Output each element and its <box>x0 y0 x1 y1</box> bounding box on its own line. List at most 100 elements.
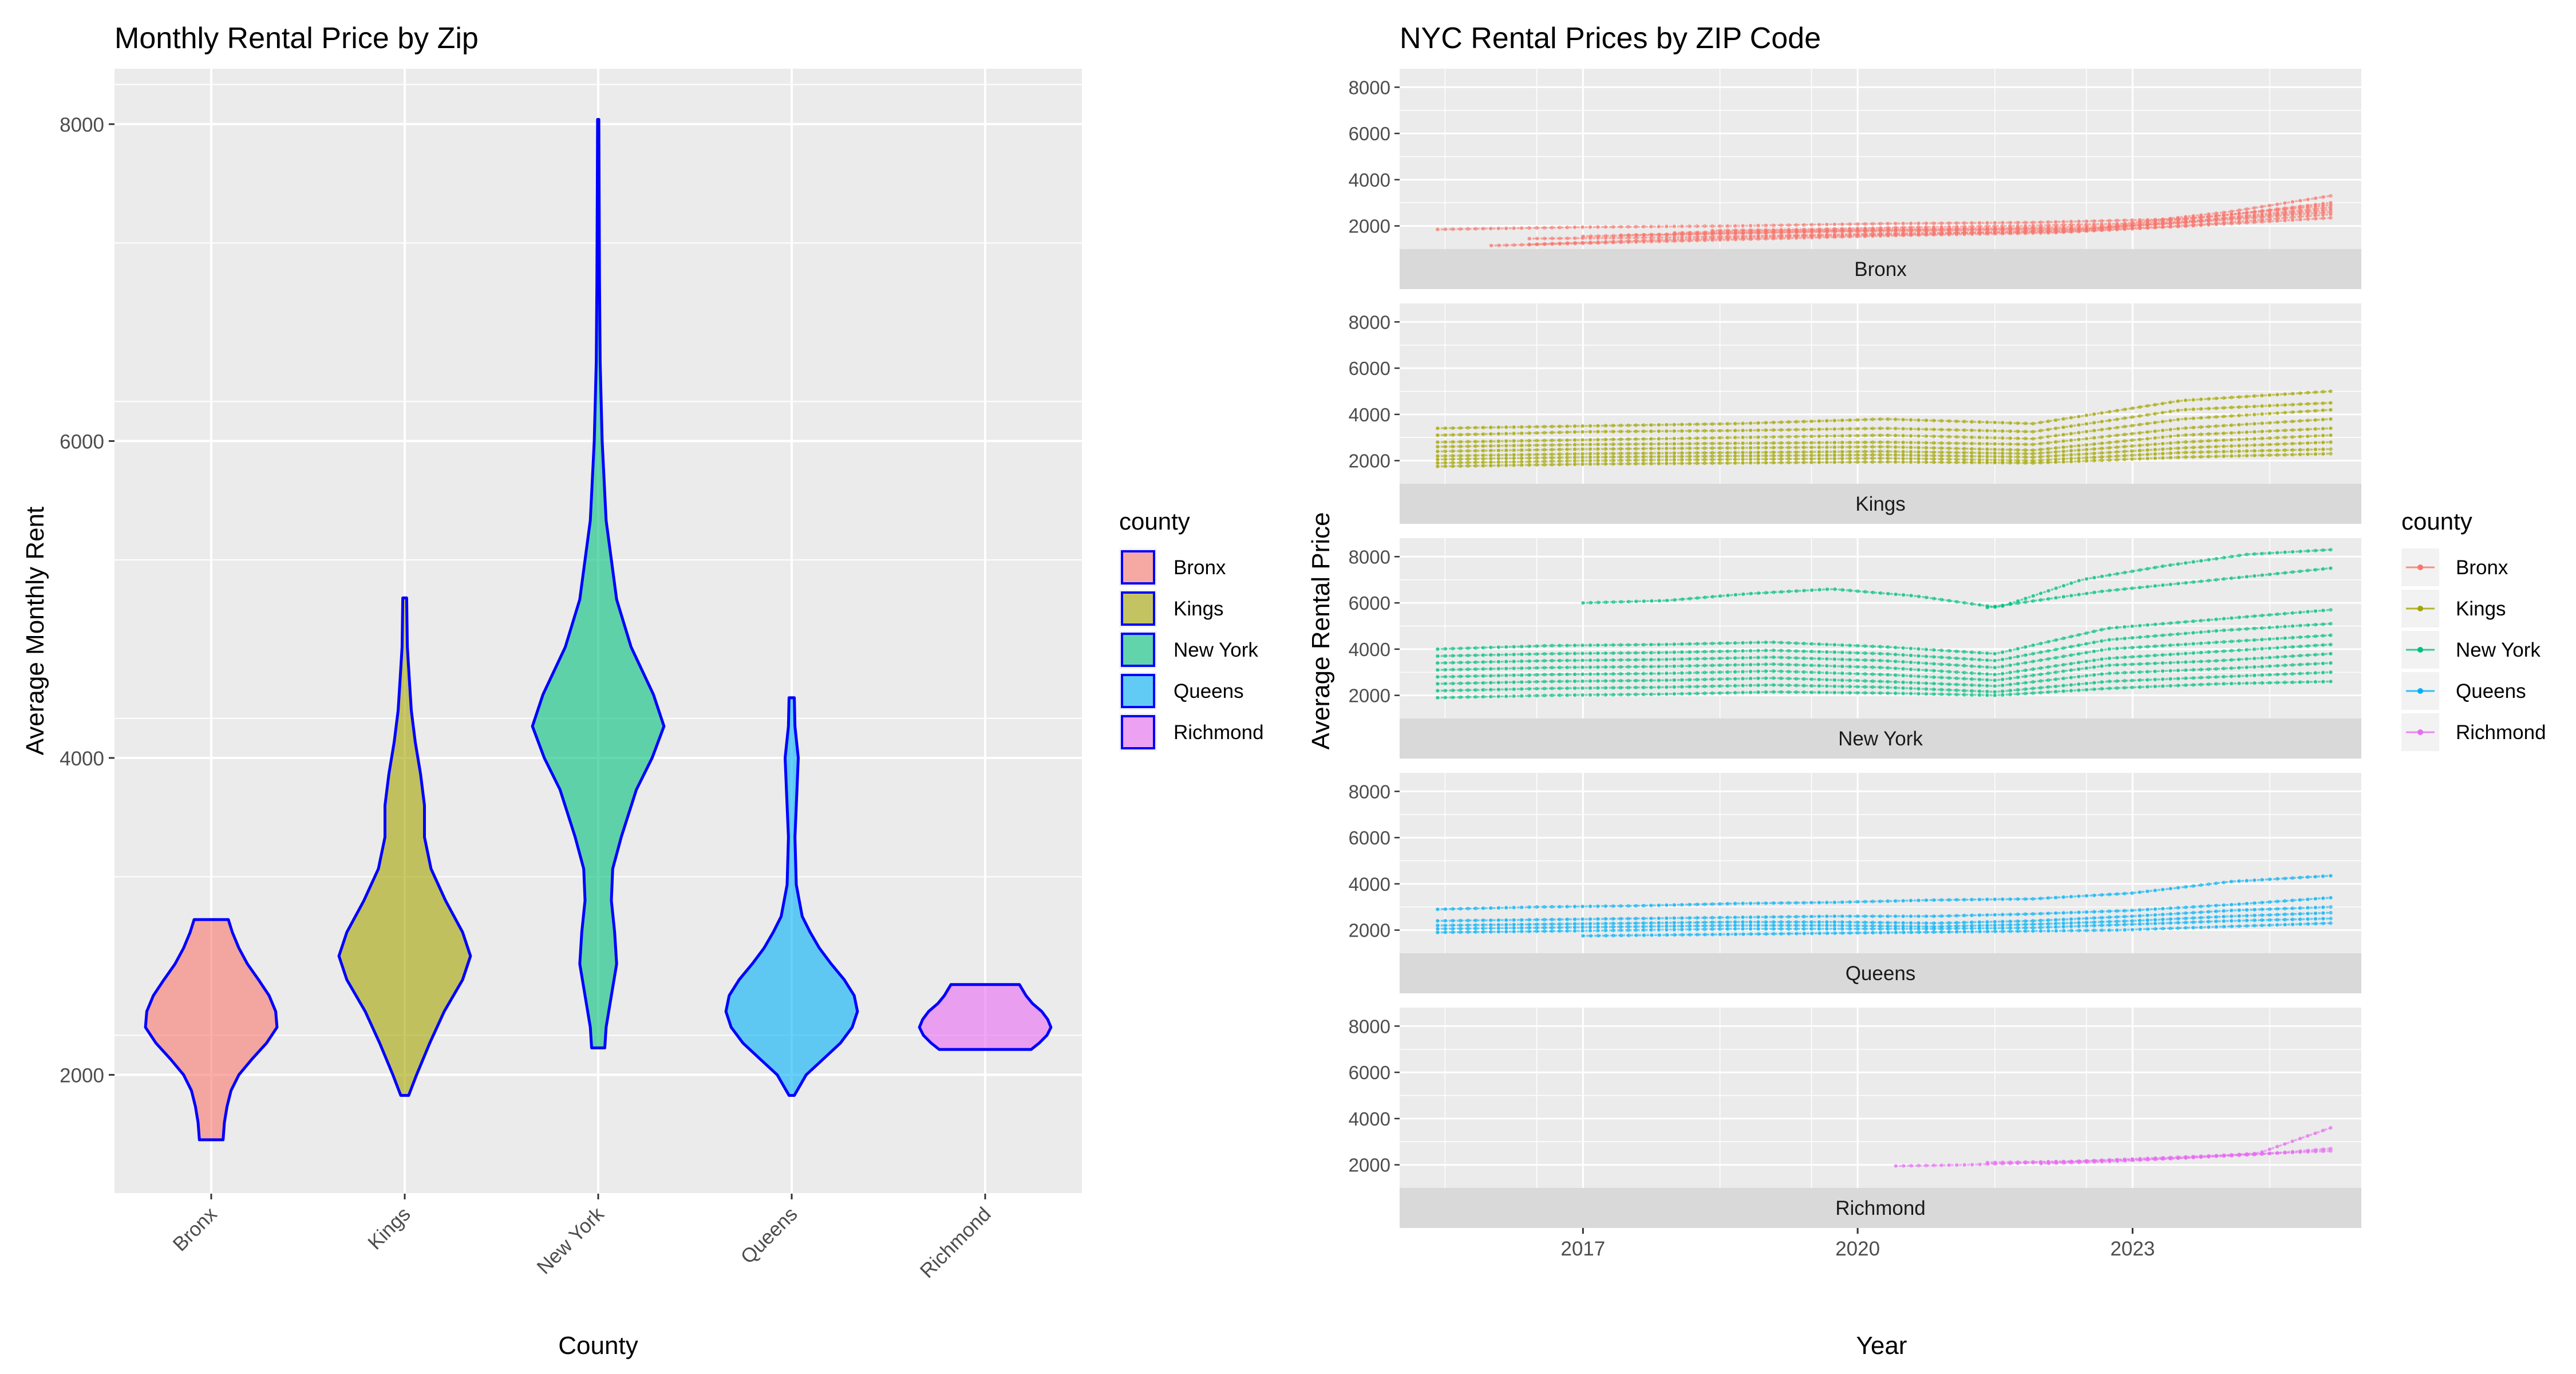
data-point <box>1688 642 1692 646</box>
data-point <box>1542 652 1547 656</box>
data-point <box>2038 441 2042 446</box>
data-point <box>1718 684 1722 688</box>
data-point <box>2160 435 2165 439</box>
data-point <box>1848 445 1852 449</box>
data-point <box>1512 673 1516 677</box>
data-point <box>1657 692 1661 696</box>
data-point <box>1954 224 1959 229</box>
data-point <box>1451 654 1455 658</box>
data-point <box>1970 435 1974 439</box>
data-point <box>2023 455 2028 459</box>
data-point <box>2283 654 2287 659</box>
data-point <box>1535 693 1539 698</box>
data-point <box>2313 922 2318 926</box>
data-point <box>1603 429 1607 434</box>
data-point <box>1565 443 1570 447</box>
data-point <box>2245 924 2249 928</box>
data-point <box>1947 460 1951 464</box>
data-point <box>2329 670 2333 674</box>
data-point <box>2054 921 2058 926</box>
data-point <box>1718 422 1722 426</box>
data-point <box>1718 454 1722 458</box>
data-point <box>1619 600 1623 604</box>
data-point <box>1436 449 1440 453</box>
data-point <box>2275 907 2279 911</box>
data-point <box>2153 622 2157 626</box>
data-point <box>2024 929 2028 933</box>
data-point <box>2298 208 2302 212</box>
data-point <box>2321 911 2325 915</box>
data-point <box>1748 457 1753 461</box>
data-point <box>1665 921 1669 925</box>
data-point <box>2115 572 2119 576</box>
data-point <box>2183 445 2188 450</box>
data-point <box>2207 432 2211 436</box>
data-point <box>1665 461 1669 465</box>
data-point <box>2260 673 2264 677</box>
data-point <box>1802 656 1806 660</box>
data-point <box>2100 574 2104 578</box>
data-point <box>2183 683 2188 688</box>
data-point <box>2313 643 2318 647</box>
data-point <box>1894 645 1898 650</box>
data-point <box>1894 899 1898 903</box>
data-point <box>1642 232 1646 237</box>
data-point <box>1535 459 1539 464</box>
data-point <box>2123 670 2127 675</box>
data-point <box>1733 428 1737 433</box>
data-point <box>2176 582 2180 586</box>
data-point <box>2214 578 2218 582</box>
data-point <box>2298 212 2302 216</box>
data-point <box>1443 689 1447 693</box>
data-point <box>1673 933 1677 937</box>
data-point <box>1970 898 1974 902</box>
data-point <box>2230 924 2234 929</box>
data-point <box>1970 671 1974 675</box>
data-point <box>1436 927 1440 931</box>
data-point <box>2191 416 2195 420</box>
data-point <box>2237 413 2241 417</box>
data-point <box>2168 661 2172 665</box>
data-point <box>2146 654 2150 658</box>
data-point <box>1809 642 1814 646</box>
legend-label: New York <box>1174 639 1258 661</box>
data-point <box>1459 453 1463 458</box>
data-point <box>2153 448 2157 452</box>
data-point <box>1695 664 1699 668</box>
data-point <box>1748 421 1753 425</box>
data-point <box>1565 658 1570 662</box>
data-point <box>2130 432 2134 436</box>
data-point <box>2031 652 2035 656</box>
data-point <box>1825 671 1829 675</box>
data-point <box>2077 894 2081 898</box>
data-point <box>2107 219 2111 223</box>
data-point <box>2100 657 2104 661</box>
data-point <box>2008 689 2012 693</box>
data-point <box>1931 460 1936 464</box>
data-point <box>1642 685 1646 690</box>
data-point <box>2290 200 2295 204</box>
data-point <box>2160 684 2165 688</box>
data-point <box>1977 665 1982 669</box>
data-point <box>1901 1164 1906 1168</box>
data-point <box>2283 453 2287 457</box>
data-point <box>2046 597 2050 601</box>
data-point <box>2031 599 2035 603</box>
data-point <box>1794 450 1799 454</box>
data-point <box>1931 898 1936 902</box>
data-point <box>1993 429 1997 433</box>
data-point <box>1504 930 1508 934</box>
data-point <box>1603 693 1607 697</box>
data-point <box>1481 926 1485 930</box>
data-point <box>1588 447 1593 451</box>
data-point <box>2038 658 2042 662</box>
data-point <box>1649 451 1653 455</box>
data-point <box>2046 918 2050 922</box>
data-point <box>2214 396 2218 401</box>
data-point <box>1756 649 1760 653</box>
data-point <box>1489 667 1493 671</box>
data-point <box>1970 447 1974 451</box>
series-line <box>1436 622 2332 662</box>
data-point <box>1626 921 1630 925</box>
data-point <box>1718 932 1722 937</box>
